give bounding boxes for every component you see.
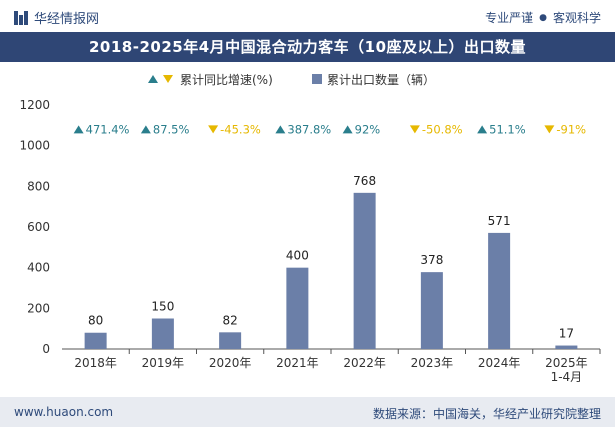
y-tick-label: 0 bbox=[42, 342, 50, 356]
bar-value-label: 571 bbox=[488, 214, 511, 228]
footer-source: 数据来源：中国海关，华经产业研究院整理 bbox=[372, 407, 601, 421]
growth-up-triangle-icon bbox=[140, 125, 151, 134]
bar-value-label: 150 bbox=[151, 300, 174, 314]
growth-down-triangle-icon bbox=[409, 125, 420, 134]
x-category-label: 2025年 1-4月 bbox=[545, 356, 588, 384]
legend-label-growth: 累计同比增速(%) bbox=[180, 73, 273, 87]
x-category-label: 2023年 bbox=[411, 356, 454, 370]
footer: www.huaon.com 数据来源：中国海关，华经产业研究院整理 bbox=[0, 397, 615, 427]
growth-rate-label: 92% bbox=[355, 122, 381, 136]
growth-down-triangle-icon bbox=[208, 125, 219, 134]
growth-rate-label: -91% bbox=[556, 122, 586, 136]
chart-title: 2018-2025年4月中国混合动力客车（10座及以上）出口数量 bbox=[0, 32, 615, 62]
logo-text: 华经情报网 bbox=[34, 12, 100, 27]
y-tick-label: 1200 bbox=[19, 98, 50, 112]
y-tick-label: 400 bbox=[27, 261, 50, 275]
logo-icon bbox=[14, 10, 28, 25]
y-tick-label: 1000 bbox=[19, 139, 50, 153]
y-tick-label: 600 bbox=[27, 220, 50, 234]
bar bbox=[420, 272, 443, 349]
bar bbox=[353, 192, 376, 349]
growth-rate-label: -45.3% bbox=[220, 122, 261, 136]
bar-value-label: 82 bbox=[222, 313, 237, 327]
growth-rate-label: 387.8% bbox=[287, 122, 331, 136]
bar-value-label: 400 bbox=[286, 249, 309, 263]
growth-rate-label: -50.8% bbox=[422, 122, 463, 136]
x-category-label: 2022年 bbox=[343, 356, 386, 370]
bullet-icon: ● bbox=[539, 12, 547, 23]
top-bar: 华经情报网 专业严谨 ● 客观科学 bbox=[0, 0, 615, 32]
bar bbox=[488, 232, 511, 349]
bar-value-label: 378 bbox=[420, 253, 443, 267]
bar-chart: 累计同比增速(%) 累计出口数量（辆） 0 200 400 600 800 1000 1200 8… bbox=[19, 72, 601, 384]
bar bbox=[84, 332, 107, 349]
y-tick-label: 800 bbox=[27, 179, 50, 193]
y-tick-label: 200 bbox=[27, 301, 50, 315]
x-category-label: 2019年 bbox=[142, 356, 185, 370]
bar-value-label: 80 bbox=[88, 314, 103, 328]
growth-up-triangle-icon bbox=[275, 125, 286, 134]
growth-up-triangle-icon bbox=[342, 125, 353, 134]
growth-up-triangle-icon bbox=[73, 125, 84, 134]
x-category-label: 2018年 bbox=[74, 356, 117, 370]
growth-rate-label: 51.1% bbox=[489, 122, 526, 136]
bar bbox=[219, 332, 242, 349]
growth-down-triangle-icon bbox=[544, 125, 555, 134]
bar bbox=[286, 267, 309, 349]
legend-up-triangle-icon bbox=[148, 75, 158, 83]
footer-website[interactable]: www.huaon.com bbox=[14, 405, 114, 419]
x-category-label: 2021年 bbox=[276, 356, 319, 370]
tagline: 专业严谨 ● 客观科学 bbox=[485, 9, 601, 26]
growth-rate-label: 87.5% bbox=[153, 122, 190, 136]
tagline-b: 客观科学 bbox=[552, 11, 601, 25]
x-category-label: 2024年 bbox=[478, 356, 521, 370]
bar bbox=[555, 345, 578, 349]
legend-swatch-export bbox=[312, 74, 322, 84]
x-category-label: 2020年 bbox=[209, 356, 252, 370]
legend-label-export: 累计出口数量（辆） bbox=[327, 72, 435, 87]
bar-value-label: 17 bbox=[559, 327, 574, 341]
brand-logo[interactable]: 华经情报网 bbox=[14, 8, 99, 27]
tagline-a: 专业严谨 bbox=[485, 11, 534, 25]
bar-value-label: 768 bbox=[353, 174, 376, 188]
bar bbox=[151, 318, 174, 349]
growth-rate-label: 471.4% bbox=[86, 122, 130, 136]
growth-up-triangle-icon bbox=[477, 125, 488, 134]
legend-down-triangle-icon bbox=[163, 75, 173, 83]
